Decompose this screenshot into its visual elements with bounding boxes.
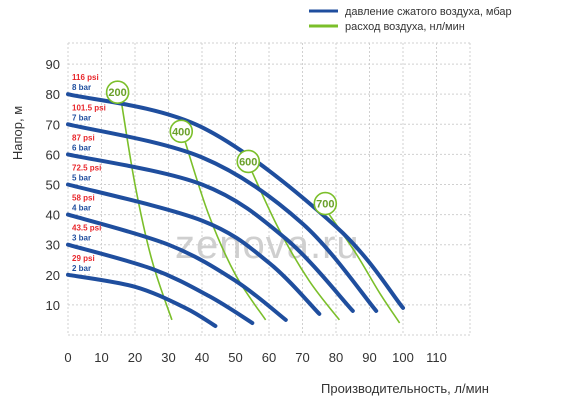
pressure-bar-label: 4 bar: [72, 204, 91, 213]
axis-ticks: 0 10 20 30 40 50 60 70 80 90 100 110 10 20 30 40 50 60 70 8…: [46, 57, 447, 365]
y-tick-label: 90: [46, 57, 60, 72]
legend-air-flow-label: расход воздуха, нл/мин: [345, 21, 465, 33]
air-flow-label: 400: [172, 126, 190, 138]
air-flow-badge: [236, 149, 261, 174]
pressure-curve: [66, 242, 255, 325]
pressure-bar-label: 8 bar: [72, 83, 91, 92]
y-axis-title: Напор, м: [10, 106, 25, 160]
y-tick-label: 20: [46, 268, 60, 283]
x-tick-label: 60: [262, 350, 276, 365]
y-tick-label: 10: [46, 298, 60, 313]
pressure-bar-label: 7 bar: [72, 113, 91, 122]
pressure-bar-label: 3 bar: [72, 234, 91, 243]
x-tick-label: 40: [195, 350, 209, 365]
x-tick-label: 100: [392, 350, 414, 365]
pressure-curve: [66, 152, 355, 313]
pressure-curve: [66, 212, 288, 322]
pressure-curve: [66, 182, 322, 316]
x-axis-title: Производительность, л/мин: [321, 381, 489, 396]
y-tick-label: 60: [46, 147, 60, 162]
pressure-psi-label: 87 psi: [72, 133, 95, 142]
y-tick-label: 30: [46, 238, 60, 253]
pressure-psi-label: 29 psi: [72, 254, 95, 263]
pressure-psi-label: 101.5 psi: [72, 103, 106, 112]
pressure-curve: [66, 272, 218, 328]
air-flow-label: 600: [239, 156, 257, 168]
y-tick-label: 70: [46, 117, 60, 132]
pressure-curves: [66, 92, 405, 328]
air-flow-badge: [169, 119, 194, 144]
grid: [67, 42, 471, 336]
air-flow-curve: [251, 172, 341, 321]
pressure-psi-label: 58 psi: [72, 194, 95, 203]
x-tick-label: 70: [295, 350, 309, 365]
legend-pressure-label: давление сжатого воздуха, мбар: [345, 6, 512, 18]
air-flow-curve: [184, 142, 267, 321]
x-tick-label: 10: [94, 350, 108, 365]
legend: давление сжатого воздуха, мбар расход во…: [309, 6, 512, 33]
pressure-bar-label: 6 bar: [72, 143, 91, 152]
x-tick-label: 80: [329, 350, 343, 365]
x-tick-label: 90: [362, 350, 376, 365]
pressure-bar-label: 5 bar: [72, 173, 91, 182]
y-tick-label: 50: [46, 177, 60, 192]
pressure-psi-label: 43.5 psi: [72, 224, 101, 233]
air-flow-badge: [313, 191, 338, 216]
pressure-psi-label: 116 psi: [72, 73, 99, 82]
y-tick-label: 80: [46, 87, 60, 102]
air-flow-label: 200: [108, 87, 126, 99]
x-tick-label: 30: [161, 350, 175, 365]
x-tick-label: 0: [64, 350, 71, 365]
y-tick-label: 40: [46, 208, 60, 223]
x-tick-label: 20: [128, 350, 142, 365]
pressure-psi-label: 72.5 psi: [72, 163, 101, 172]
air-flow-badge: [105, 80, 130, 105]
pressure-curve: [66, 92, 405, 310]
air-flow-label: 700: [316, 199, 334, 211]
pressure-bar-label: 2 bar: [72, 264, 91, 273]
x-tick-label: 110: [426, 350, 447, 365]
pressure-curve: [66, 122, 379, 313]
x-tick-label: 50: [228, 350, 242, 365]
